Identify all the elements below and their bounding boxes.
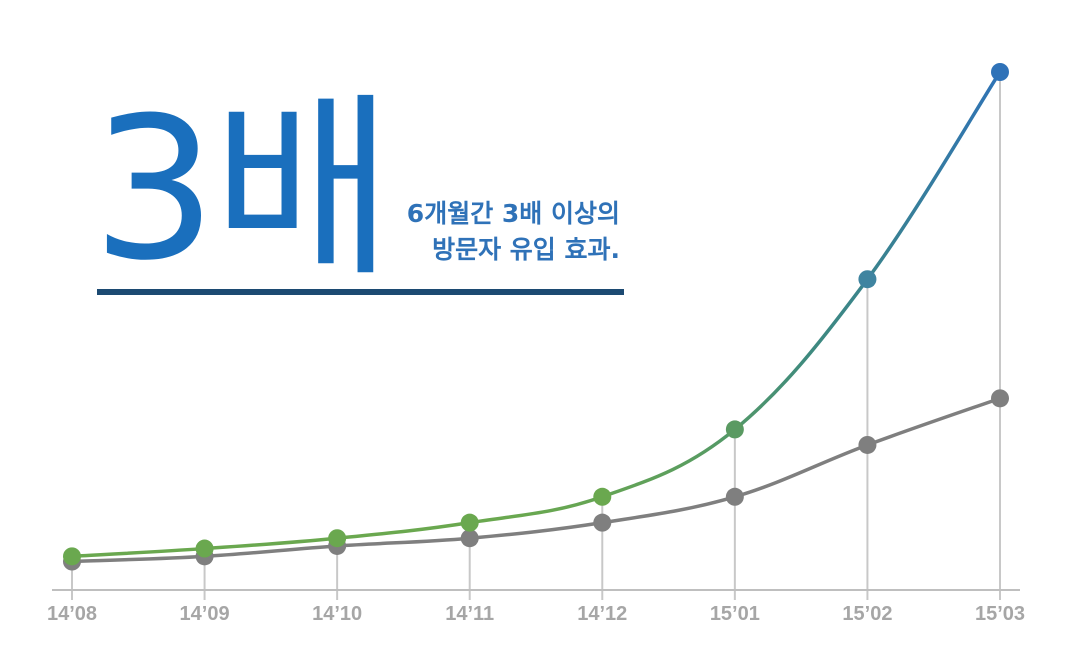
x-tick-label: 14’11 [445, 603, 494, 625]
series-lines [71, 71, 1002, 564]
series-points [63, 63, 1009, 571]
x-tick-label: 14’09 [180, 603, 230, 625]
subtitle-line-2: 방문자 유입 효과. [432, 235, 620, 264]
data-point-growth [328, 529, 347, 548]
headline-value: 3배 [92, 76, 393, 304]
data-point-growth [991, 63, 1009, 81]
data-point-baseline [991, 389, 1009, 408]
x-tick-label: 15’03 [975, 603, 1025, 625]
data-point-growth [195, 539, 214, 558]
x-tick-label: 15’01 [710, 603, 760, 625]
x-tick-label: 14’12 [577, 603, 627, 625]
data-point-baseline [593, 513, 612, 532]
data-point-growth [63, 547, 81, 566]
data-point-baseline [725, 487, 744, 506]
data-point-growth [725, 420, 744, 439]
data-point-baseline [460, 529, 479, 548]
data-point-growth [858, 270, 877, 289]
x-tick-label: 15’02 [842, 603, 892, 625]
x-tick-label: 14’08 [47, 603, 97, 625]
subtitle: 6개월간 3배 이상의 방문자 유입 효과. [330, 196, 620, 268]
headline-underline [97, 289, 624, 295]
x-tick-labels: 14’08 14’09 14’10 14’11 14’12 15’01 15’02 15’03 [47, 603, 1025, 625]
series-line-growth [71, 71, 1002, 559]
subtitle-line-1: 6개월간 3배 이상의 [406, 199, 620, 228]
data-point-growth [593, 487, 612, 506]
x-tick-label: 14’10 [312, 603, 362, 625]
data-point-baseline [858, 435, 877, 454]
data-point-growth [460, 513, 479, 532]
series-line-baseline [71, 396, 1001, 564]
drop-lines [71, 72, 1001, 600]
